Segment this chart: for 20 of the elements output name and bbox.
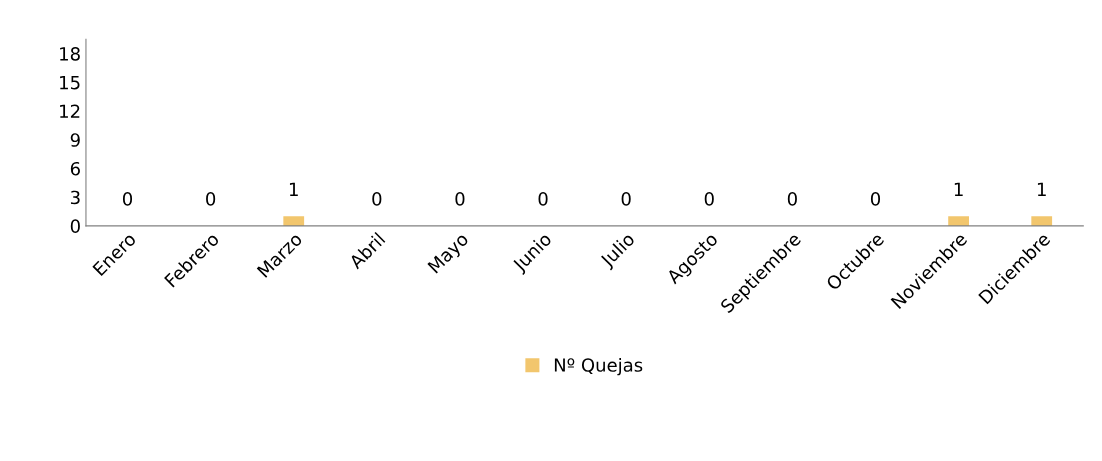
data-label: 1: [954, 182, 963, 196]
legend-label: Nº Quejas: [554, 357, 643, 376]
data-label: 1: [289, 182, 298, 196]
y-tick-label: 18: [60, 47, 80, 61]
data-label: 0: [455, 192, 465, 206]
data-label: 0: [122, 192, 133, 206]
data-label: 1: [1037, 182, 1046, 196]
y-tick-label: 9: [70, 133, 80, 147]
data-label: 0: [704, 192, 714, 206]
y-tick-label: 6: [70, 161, 80, 176]
data-label: 0: [870, 192, 881, 206]
y-tick-label: 15: [60, 75, 80, 90]
data-label: 0: [206, 192, 216, 206]
data-label: 0: [621, 192, 631, 206]
y-tick-label: 3: [70, 190, 80, 205]
data-label: 0: [787, 192, 797, 206]
y-tick-label: 12: [60, 104, 80, 118]
y-tick-label: 0: [70, 219, 80, 234]
data-label: 0: [538, 192, 548, 206]
data-label: 0: [372, 192, 382, 206]
